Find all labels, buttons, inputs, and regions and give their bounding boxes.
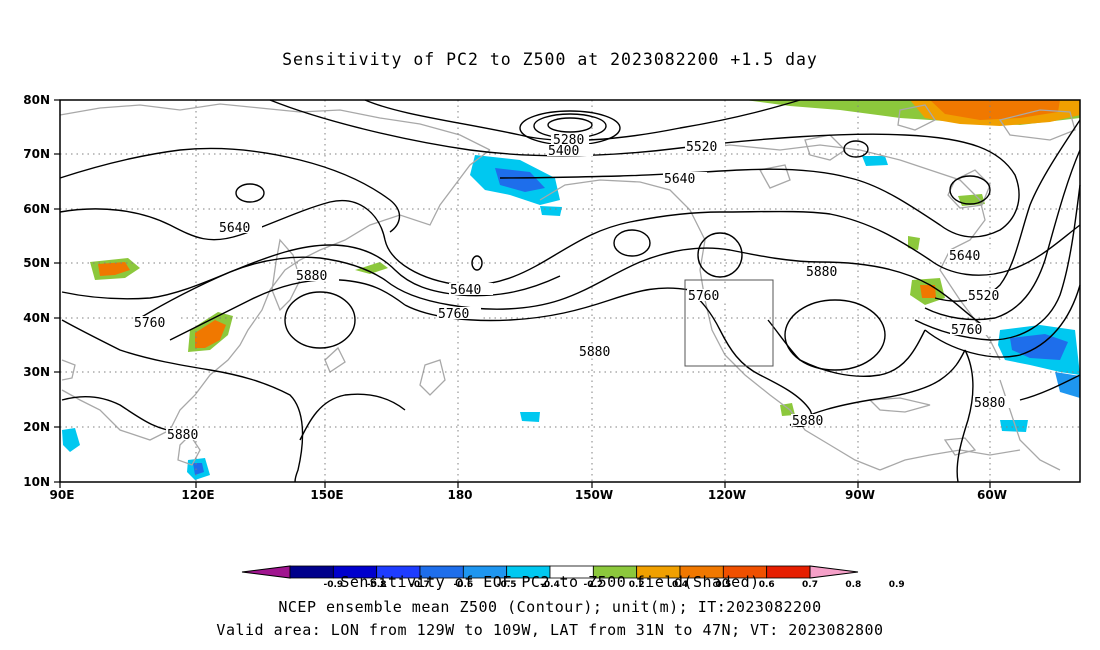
colorbar-high-arrow <box>809 565 859 579</box>
lat-tick-label: 80N <box>23 93 50 107</box>
colorbar-tick-label: 0.9 <box>889 580 905 590</box>
lat-tick-label: 30N <box>23 365 50 379</box>
lon-tick-label: 150W <box>575 488 613 502</box>
contour-label: 5760 <box>688 289 719 304</box>
contour-label: 5880 <box>806 265 837 280</box>
contour-label: 5640 <box>664 172 695 187</box>
colorbar-tick-label: 0.6 <box>759 580 775 590</box>
contour-label: 5640 <box>450 283 481 298</box>
lon-tick-label: 90W <box>845 488 875 502</box>
lon-tick-label: 150E <box>310 488 343 502</box>
map-frame <box>59 99 1081 483</box>
contour-label: 5880 <box>167 428 198 443</box>
valid-area-caption: Valid area: LON from 129W to 109W, LAT f… <box>216 621 884 639</box>
colorbar-tick-label: 0.7 <box>802 580 818 590</box>
colorbar-tick-label: -0.2 <box>583 580 603 590</box>
lat-tick-label: 60N <box>23 202 50 216</box>
lat-tick-label: 70N <box>23 147 50 161</box>
valid-area-box <box>684 279 774 367</box>
lon-tick-label: 120W <box>708 488 746 502</box>
colorbar-tick-label: 0.8 <box>845 580 861 590</box>
colorbar-tick-label: -0.9 <box>323 580 343 590</box>
contour-label: 5880 <box>579 345 610 360</box>
colorbar-tick-label: -0.8 <box>367 580 387 590</box>
colorbar: -0.9 -0.8 -0.7 -0.6 -0.5 -0.4 -0.2 0.2 0.4 0.5 0.6… <box>241 565 905 590</box>
colorbar-tick-label: 0.5 <box>715 580 731 590</box>
lon-tick-label: 60W <box>977 488 1007 502</box>
contour-label: 5760 <box>438 307 469 322</box>
contour-label: 5640 <box>219 221 250 236</box>
contour-label: 5760 <box>951 323 982 338</box>
contour-label: 5640 <box>949 249 980 264</box>
contour-label: 5880 <box>296 269 327 284</box>
lon-tick-label: 90E <box>50 488 75 502</box>
contour-label: 5760 <box>134 316 165 331</box>
contour-label: 5400 <box>548 144 579 159</box>
colorbar-tick-label: 0.4 <box>672 580 688 590</box>
contour-label: 5520 <box>968 289 999 304</box>
contour-label: 5520 <box>686 140 717 155</box>
colorbar-tick-label: -0.5 <box>497 580 517 590</box>
contour-label: 5880 <box>974 396 1005 411</box>
lon-tick-label: 120E <box>181 488 214 502</box>
lat-tick-label: 10N <box>23 475 50 489</box>
lat-tick-label: 50N <box>23 256 50 270</box>
contour-label: 5880 <box>792 414 823 429</box>
tick-marks <box>54 99 991 488</box>
lat-tick-label: 20N <box>23 420 50 434</box>
lon-tick-labels: 90E 120E 150E 180 150W 120W 90W 60W <box>50 488 1007 502</box>
colorbar-caption: Sensitivity of EOF PC2 to Z500 field(Sha… <box>340 573 760 591</box>
lat-tick-label: 40N <box>23 311 50 325</box>
lon-tick-label: 180 <box>447 488 472 502</box>
contour-caption: NCEP ensemble mean Z500 (Contour); unit(… <box>278 598 822 616</box>
colorbar-tick-label: 0.2 <box>629 580 645 590</box>
colorbar-tick-label: -0.6 <box>453 580 473 590</box>
lat-tick-labels: 80N 70N 60N 50N 40N 30N 20N 10N <box>23 93 50 489</box>
page-title: Sensitivity of PC2 to Z500 at 2023082200… <box>282 50 818 69</box>
contour-labels: 5280 5400 5520 5640 5640 5640 5880 5760 … <box>133 133 1017 443</box>
colorbar-tick-label: -0.7 <box>410 580 430 590</box>
colorbar-tick-label: -0.4 <box>540 580 560 590</box>
